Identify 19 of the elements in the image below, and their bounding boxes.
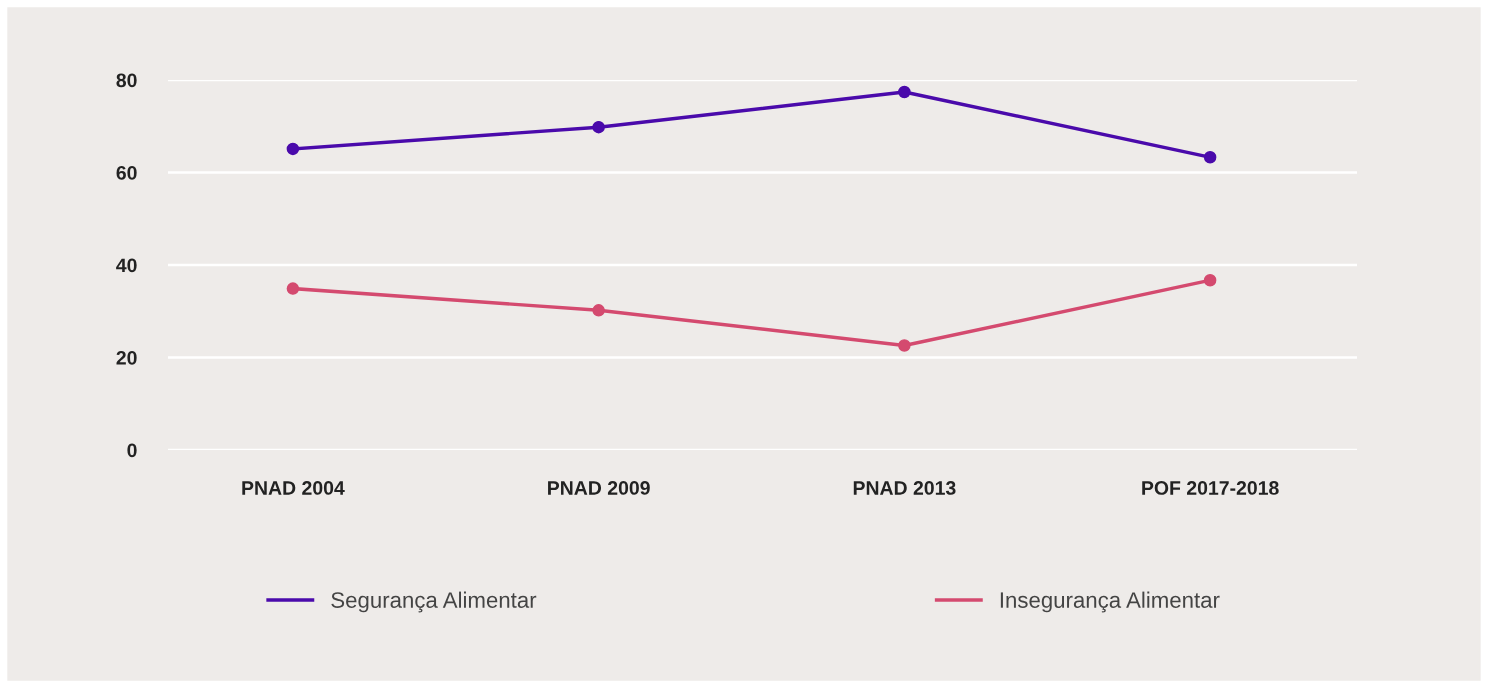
point [1203, 274, 1217, 287]
legend-label: Segurança Alimentar [331, 591, 537, 613]
x-tick-label: POF 2017-2018 [1142, 481, 1279, 495]
point [592, 304, 605, 317]
point [286, 282, 300, 295]
x-tick-label: PNAD 2004 [242, 481, 345, 495]
y-tick-label: 20 [116, 350, 137, 365]
point [898, 339, 911, 352]
x-tick-label: PNAD 2013 [853, 481, 956, 495]
point [1203, 150, 1217, 164]
point [592, 120, 605, 134]
legend-label: Insegurança Alimentar [1000, 591, 1220, 613]
x-tick-label: PNAD 2009 [548, 481, 650, 495]
y-tick-label: 80 [116, 73, 137, 88]
point [286, 142, 300, 156]
point [898, 85, 911, 99]
y-tick-label: 0 [127, 443, 137, 458]
y-tick-label: 40 [116, 258, 137, 273]
y-tick-label: 60 [116, 165, 137, 180]
